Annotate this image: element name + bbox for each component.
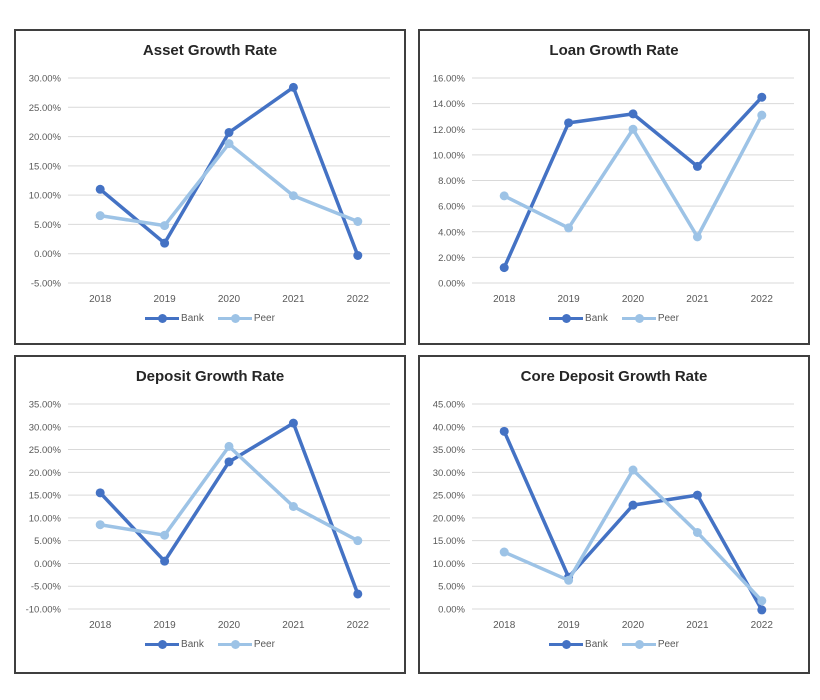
svg-text:45.00%: 45.00% (433, 400, 466, 411)
legend-item-peer: Peer (621, 313, 679, 324)
svg-text:6.00%: 6.00% (438, 202, 465, 213)
svg-text:-10.00%: -10.00% (26, 605, 62, 616)
chart-title: Core Deposit Growth Rate (520, 368, 708, 385)
svg-text:2021: 2021 (282, 620, 305, 631)
svg-text:30.00%: 30.00% (29, 422, 62, 433)
svg-text:2020: 2020 (218, 294, 241, 305)
legend-label-bank: Bank (585, 639, 608, 650)
svg-text:15.00%: 15.00% (29, 161, 62, 172)
bank-line-marker-icon (549, 640, 584, 649)
chart-loan-growth-rate: Loan Growth Rate 0.00% 2.00% 4.00% 6.00% 8.0… (418, 29, 810, 345)
svg-text:2020: 2020 (622, 620, 645, 631)
svg-text:2018: 2018 (493, 294, 516, 305)
svg-text:5.00%: 5.00% (34, 220, 61, 231)
bank-line-marker-icon (549, 314, 584, 323)
peer-line-marker-icon (217, 314, 252, 323)
svg-text:10.00%: 10.00% (433, 150, 466, 161)
svg-text:16.00%: 16.00% (433, 74, 466, 85)
peer-line-marker-icon (621, 314, 656, 323)
legend: Bank Peer (145, 639, 275, 650)
svg-text:10.00%: 10.00% (29, 191, 62, 202)
svg-text:2018: 2018 (493, 620, 516, 631)
chart-title: Loan Growth Rate (549, 42, 679, 59)
svg-text:2022: 2022 (347, 620, 370, 631)
svg-text:35.00%: 35.00% (29, 400, 62, 411)
svg-text:8.00%: 8.00% (438, 176, 465, 187)
svg-text:2018: 2018 (89, 294, 112, 305)
chart-core-deposit-growth-rate: Core Deposit Growth Rate 0.00% 5.00% 10.00… (418, 355, 810, 674)
svg-text:2020: 2020 (622, 294, 645, 305)
svg-text:25.00%: 25.00% (29, 445, 62, 456)
svg-text:30.00%: 30.00% (29, 74, 62, 85)
chart-title: Asset Growth Rate (142, 42, 278, 59)
plot-area: -10.00% -5.00% 0.00% 5.00% 10.00% 15.00% 20.00… (26, 400, 390, 631)
svg-text:2018: 2018 (89, 620, 112, 631)
plot-area: -5.00% 0.00% 5.00% 10.00% 15.00% 20.00% 25.00%… (29, 74, 390, 305)
svg-text:25.00%: 25.00% (29, 103, 62, 114)
legend: Bank Peer (549, 313, 679, 324)
svg-text:2020: 2020 (218, 620, 241, 631)
svg-text:10.00%: 10.00% (433, 559, 466, 570)
legend-item-bank: Bank (549, 639, 608, 650)
svg-text:0.00%: 0.00% (34, 559, 61, 570)
legend-label-bank: Bank (181, 313, 204, 324)
svg-text:5.00%: 5.00% (34, 536, 61, 547)
legend-item-peer: Peer (217, 639, 275, 650)
plot-area: 0.00% 5.00% 10.00% 15.00% 20.00% 25.00% 30.00%… (433, 400, 794, 631)
svg-text:30.00%: 30.00% (433, 468, 466, 479)
svg-text:2021: 2021 (686, 294, 709, 305)
svg-text:4.00%: 4.00% (438, 227, 465, 238)
plot-area: 0.00% 2.00% 4.00% 6.00% 8.00% 10.00% 12.00% 14.… (433, 74, 794, 305)
legend-label-peer: Peer (657, 313, 679, 324)
chart-title: Deposit Growth Rate (135, 368, 285, 385)
svg-text:5.00%: 5.00% (438, 582, 465, 593)
svg-text:2019: 2019 (557, 620, 580, 631)
svg-text:25.00%: 25.00% (433, 491, 466, 502)
svg-text:-5.00%: -5.00% (31, 582, 62, 593)
peer-line-marker-icon (217, 640, 252, 649)
legend-item-peer: Peer (217, 313, 275, 324)
svg-text:12.00%: 12.00% (433, 125, 466, 136)
legend-item-bank: Bank (145, 313, 204, 324)
svg-text:0.00%: 0.00% (438, 605, 465, 616)
svg-text:15.00%: 15.00% (433, 536, 466, 547)
svg-text:2022: 2022 (751, 294, 774, 305)
legend: Bank Peer (145, 313, 275, 324)
legend-label-peer: Peer (253, 313, 275, 324)
bank-line-marker-icon (145, 314, 180, 323)
bank-line-marker-icon (145, 640, 180, 649)
svg-text:0.00%: 0.00% (438, 279, 465, 290)
legend-label-peer: Peer (253, 639, 275, 650)
legend-label-peer: Peer (657, 639, 679, 650)
svg-text:0.00%: 0.00% (34, 249, 61, 260)
svg-text:2019: 2019 (557, 294, 580, 305)
legend: Bank Peer (549, 639, 679, 650)
chart-deposit-growth-rate: Deposit Growth Rate -10.00% -5.00% 0.00% 5.… (14, 355, 406, 674)
svg-text:40.00%: 40.00% (433, 422, 466, 433)
chart-asset-growth-rate: Asset Growth Rate -5.00% 0.00% 5.00% 10.00%… (14, 29, 406, 345)
svg-text:2019: 2019 (153, 294, 176, 305)
svg-text:-5.00%: -5.00% (31, 279, 62, 290)
legend-label-bank: Bank (181, 639, 204, 650)
svg-text:20.00%: 20.00% (29, 132, 62, 143)
svg-text:10.00%: 10.00% (29, 513, 62, 524)
svg-text:35.00%: 35.00% (433, 445, 466, 456)
svg-text:2019: 2019 (153, 620, 176, 631)
svg-text:2022: 2022 (751, 620, 774, 631)
legend-label-bank: Bank (585, 313, 608, 324)
svg-text:2022: 2022 (347, 294, 370, 305)
svg-text:2021: 2021 (686, 620, 709, 631)
legend-item-bank: Bank (145, 639, 204, 650)
svg-text:20.00%: 20.00% (29, 468, 62, 479)
svg-text:2.00%: 2.00% (438, 253, 465, 264)
svg-text:15.00%: 15.00% (29, 491, 62, 502)
legend-item-peer: Peer (621, 639, 679, 650)
svg-text:20.00%: 20.00% (433, 513, 466, 524)
legend-item-bank: Bank (549, 313, 608, 324)
svg-text:14.00%: 14.00% (433, 99, 466, 110)
peer-line-marker-icon (621, 640, 656, 649)
svg-text:2021: 2021 (282, 294, 305, 305)
